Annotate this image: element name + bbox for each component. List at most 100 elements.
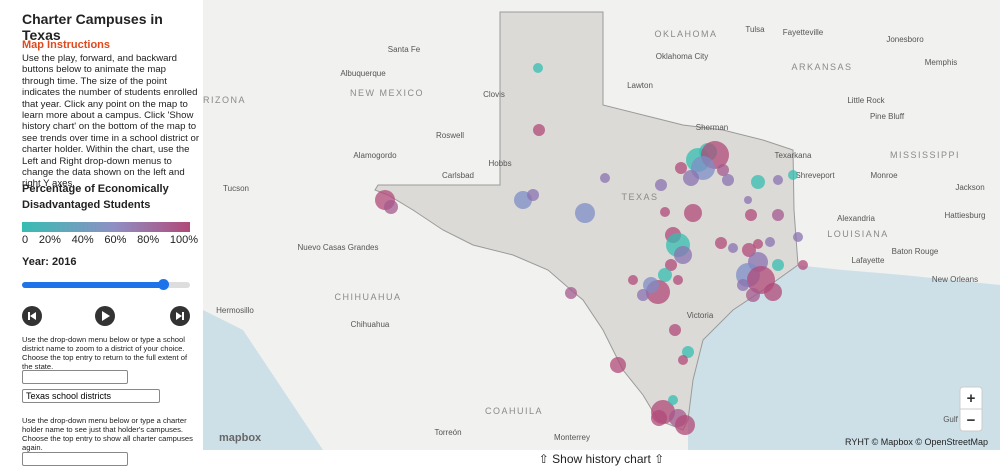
city-label: Alamogordo [353, 151, 397, 160]
campus-point[interactable] [788, 170, 798, 180]
sidebar: Charter Campuses in Texas Map Instructio… [0, 0, 203, 469]
city-label: Monroe [870, 171, 898, 180]
legend-label: 20% [38, 234, 61, 246]
campus-point[interactable] [682, 346, 694, 358]
city-label: Carlsbad [442, 171, 474, 180]
legend-label: 40% [71, 234, 94, 246]
campus-point[interactable] [772, 209, 784, 221]
campus-point[interactable] [764, 283, 782, 301]
zoom-out[interactable]: − [967, 412, 976, 429]
campus-point[interactable] [742, 243, 756, 257]
campus-point[interactable] [533, 124, 545, 136]
campus-point[interactable] [751, 175, 765, 189]
campus-point[interactable] [765, 237, 775, 247]
campus-point[interactable] [660, 207, 670, 217]
campus-point[interactable] [722, 174, 734, 186]
attribution[interactable]: RYHT © Mapbox © OpenStreetMap [845, 437, 988, 447]
city-label: New Orleans [932, 275, 978, 284]
campus-point[interactable] [678, 355, 688, 365]
campus-point[interactable] [683, 170, 699, 186]
city-label: Lawton [627, 81, 653, 90]
holder-input[interactable] [22, 452, 128, 466]
city-label: Albuquerque [340, 69, 386, 78]
back-button[interactable] [22, 306, 42, 326]
legend-labels: 0 20% 40% 60% 80% 100% [22, 234, 198, 246]
campus-point[interactable] [628, 275, 638, 285]
city-label: Fayetteville [783, 28, 824, 37]
district-input[interactable] [22, 370, 128, 384]
state-label: LOUISIANA [827, 229, 889, 239]
campus-point[interactable] [675, 162, 687, 174]
instructions-heading: Map Instructions [22, 39, 111, 51]
campus-point[interactable] [673, 275, 683, 285]
city-label: Oklahoma City [656, 52, 708, 61]
campus-point[interactable] [658, 268, 672, 282]
district-help: Use the drop-down menu below or type a s… [22, 335, 188, 371]
campus-point[interactable] [798, 260, 808, 270]
legend-label: 60% [104, 234, 127, 246]
campus-point[interactable] [793, 232, 803, 242]
legend-label: 100% [169, 234, 198, 246]
map[interactable]: OKLAHOMA NEW MEXICO ARKANSAS MISSISSIPPI LOU… [203, 0, 1000, 450]
campus-point[interactable] [610, 357, 626, 373]
campus-point[interactable] [384, 200, 398, 214]
campus-point[interactable] [674, 246, 692, 264]
city-label: Monterrey [554, 433, 590, 442]
legend-label: 80% [137, 234, 160, 246]
campus-point[interactable] [669, 324, 681, 336]
year-label: Year: 2016 [22, 256, 77, 268]
campus-point[interactable] [665, 259, 677, 271]
campus-point[interactable] [655, 179, 667, 191]
city-label: Shreveport [795, 171, 835, 180]
slider-knob[interactable] [158, 279, 169, 290]
campus-point[interactable] [637, 289, 649, 301]
campus-point[interactable] [684, 204, 702, 222]
title: Charter Campuses in Texas [22, 11, 163, 43]
state-label: MISSISSIPPI [890, 150, 960, 160]
city-label: Memphis [925, 58, 957, 67]
campus-point[interactable] [651, 410, 667, 426]
city-label: Victoria [687, 311, 714, 320]
slider-fill [22, 282, 162, 288]
campus-point[interactable] [728, 243, 738, 253]
holder-help: Use the drop-down menu below or type a c… [22, 416, 193, 452]
play-button[interactable] [95, 306, 115, 326]
zoom-in[interactable]: + [967, 390, 976, 407]
city-label: Sherman [696, 123, 728, 132]
city-label: Texarkana [775, 151, 812, 160]
city-label: Roswell [436, 131, 464, 140]
city-label: Hermosillo [216, 306, 254, 315]
campus-point[interactable] [753, 239, 763, 249]
campus-point[interactable] [744, 196, 752, 204]
city-label: Lafayette [852, 256, 885, 265]
campus-point[interactable] [715, 237, 727, 249]
campus-point[interactable] [565, 287, 577, 299]
campus-point[interactable] [675, 415, 695, 435]
mapbox-logo: mapbox [219, 432, 262, 444]
campus-point[interactable] [773, 175, 783, 185]
state-label: OKLAHOMA [654, 29, 717, 39]
city-label: Nuevo Casas Grandes [298, 243, 379, 252]
campus-point[interactable] [527, 189, 539, 201]
legend-label: 0 [22, 234, 29, 246]
campus-point[interactable] [737, 279, 749, 291]
campus-point[interactable] [746, 288, 760, 302]
year-slider[interactable] [22, 279, 190, 290]
gulf-of-mexico [688, 265, 1000, 450]
history-chart-button[interactable]: ⇧ Show history chart ⇧ [203, 450, 1000, 469]
campus-point[interactable] [772, 259, 784, 271]
city-label: Hobbs [488, 159, 511, 168]
campus-point[interactable] [600, 173, 610, 183]
campus-point[interactable] [745, 209, 757, 221]
campus-point[interactable] [533, 63, 543, 73]
city-label: Little Rock [847, 96, 885, 105]
campus-point[interactable] [668, 395, 678, 405]
instructions: Use the play, forward, and backward butt… [22, 53, 200, 190]
campus-point[interactable] [643, 277, 659, 293]
district-select[interactable]: Texas school districts [22, 389, 160, 403]
city-label: Jackson [955, 183, 984, 192]
forward-button[interactable] [170, 306, 190, 326]
campus-point[interactable] [717, 164, 729, 176]
campus-point[interactable] [575, 203, 595, 223]
